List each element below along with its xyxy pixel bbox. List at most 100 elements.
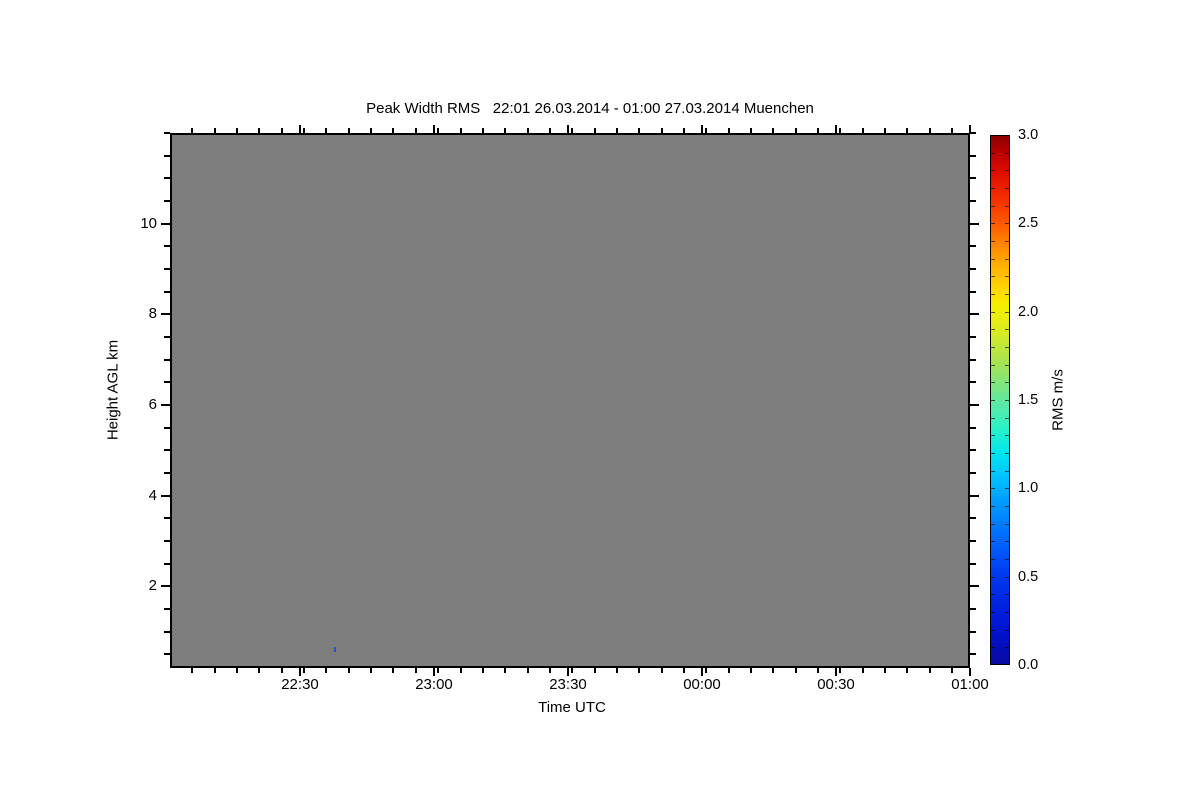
y-minor-tick xyxy=(164,291,170,293)
colorbar-minor-notch xyxy=(1005,259,1009,260)
x-minor-tick xyxy=(817,668,819,673)
y-major-tick xyxy=(161,313,170,315)
colorbar-minor-notch xyxy=(991,453,995,454)
y-minor-tick xyxy=(970,563,976,565)
x-major-tick xyxy=(969,668,971,676)
x-minor-tick xyxy=(527,128,529,133)
colorbar xyxy=(990,135,1010,665)
x-minor-tick xyxy=(236,128,238,133)
x-minor-tick xyxy=(415,128,417,133)
colorbar-minor-notch xyxy=(1005,506,1009,507)
y-minor-tick xyxy=(970,177,976,179)
x-minor-tick xyxy=(772,128,774,133)
colorbar-minor-notch xyxy=(991,594,995,595)
colorbar-minor-notch xyxy=(991,188,995,189)
y-minor-tick xyxy=(164,653,170,655)
y-minor-tick xyxy=(164,132,170,134)
x-minor-tick xyxy=(638,128,640,133)
x-minor-tick xyxy=(906,128,908,133)
x-minor-tick xyxy=(527,668,529,673)
x-major-tick xyxy=(299,668,301,676)
colorbar-minor-notch xyxy=(1005,488,1009,489)
colorbar-minor-notch xyxy=(991,365,995,366)
x-minor-tick xyxy=(214,668,216,673)
x-minor-tick xyxy=(437,128,439,133)
x-minor-tick xyxy=(325,128,327,133)
y-minor-tick xyxy=(164,155,170,157)
colorbar-minor-notch xyxy=(991,400,995,401)
x-major-tick xyxy=(701,668,703,676)
y-minor-tick xyxy=(970,336,976,338)
y-minor-tick xyxy=(970,517,976,519)
x-minor-tick xyxy=(437,668,439,673)
x-minor-tick xyxy=(325,668,327,673)
y-minor-tick xyxy=(164,517,170,519)
colorbar-minor-notch xyxy=(991,577,995,578)
colorbar-minor-notch xyxy=(991,276,995,277)
x-axis-label: Time UTC xyxy=(538,699,606,716)
colorbar-minor-notch xyxy=(1005,365,1009,366)
colorbar-minor-notch xyxy=(991,435,995,436)
y-minor-tick xyxy=(970,268,976,270)
x-minor-tick xyxy=(929,668,931,673)
x-major-tick xyxy=(433,668,435,676)
colorbar-minor-notch xyxy=(991,630,995,631)
x-minor-tick xyxy=(839,668,841,673)
x-major-tick xyxy=(433,125,435,133)
x-minor-tick xyxy=(616,668,618,673)
x-minor-tick xyxy=(750,128,752,133)
colorbar-tick-label: 1.5 xyxy=(1018,392,1039,408)
colorbar-minor-notch xyxy=(1005,559,1009,560)
y-minor-tick xyxy=(970,132,976,134)
y-tick-label: 2 xyxy=(148,577,157,594)
y-tick-label: 8 xyxy=(148,305,157,322)
colorbar-minor-notch xyxy=(991,418,995,419)
colorbar-minor-notch xyxy=(991,312,995,313)
x-minor-tick xyxy=(683,128,685,133)
colorbar-minor-notch xyxy=(1005,276,1009,277)
x-minor-tick xyxy=(795,128,797,133)
data-point xyxy=(334,647,336,652)
x-minor-tick xyxy=(571,668,573,673)
x-minor-tick xyxy=(817,128,819,133)
colorbar-tick-label: 2.5 xyxy=(1018,215,1039,231)
y-minor-tick xyxy=(970,540,976,542)
x-major-tick xyxy=(701,125,703,133)
x-minor-tick xyxy=(258,128,260,133)
colorbar-minor-notch xyxy=(1005,524,1009,525)
colorbar-minor-notch xyxy=(991,559,995,560)
y-minor-tick xyxy=(164,563,170,565)
x-tick-label: 01:00 xyxy=(951,676,989,693)
x-minor-tick xyxy=(214,128,216,133)
colorbar-minor-notch xyxy=(1005,294,1009,295)
plot-area xyxy=(170,133,970,668)
x-minor-tick xyxy=(594,668,596,673)
x-minor-tick xyxy=(348,668,350,673)
colorbar-minor-notch xyxy=(1005,630,1009,631)
colorbar-minor-notch xyxy=(1005,153,1009,154)
colorbar-minor-notch xyxy=(991,506,995,507)
x-minor-tick xyxy=(482,668,484,673)
y-major-tick xyxy=(161,404,170,406)
x-minor-tick xyxy=(705,668,707,673)
x-minor-tick xyxy=(594,128,596,133)
x-minor-tick xyxy=(661,128,663,133)
y-minor-tick xyxy=(164,631,170,633)
y-minor-tick xyxy=(970,653,976,655)
x-minor-tick xyxy=(750,668,752,673)
y-major-tick xyxy=(161,495,170,497)
y-major-tick xyxy=(970,223,979,225)
colorbar-minor-notch xyxy=(1005,435,1009,436)
x-minor-tick xyxy=(504,128,506,133)
colorbar-minor-notch xyxy=(1005,471,1009,472)
y-major-tick xyxy=(970,585,979,587)
colorbar-minor-notch xyxy=(991,488,995,489)
y-minor-tick xyxy=(970,245,976,247)
chart-title: Peak Width RMS 22:01 26.03.2014 - 01:00 … xyxy=(366,100,814,117)
y-tick-label: 6 xyxy=(148,396,157,413)
y-minor-tick xyxy=(164,427,170,429)
y-minor-tick xyxy=(164,200,170,202)
x-minor-tick xyxy=(616,128,618,133)
x-minor-tick xyxy=(392,668,394,673)
